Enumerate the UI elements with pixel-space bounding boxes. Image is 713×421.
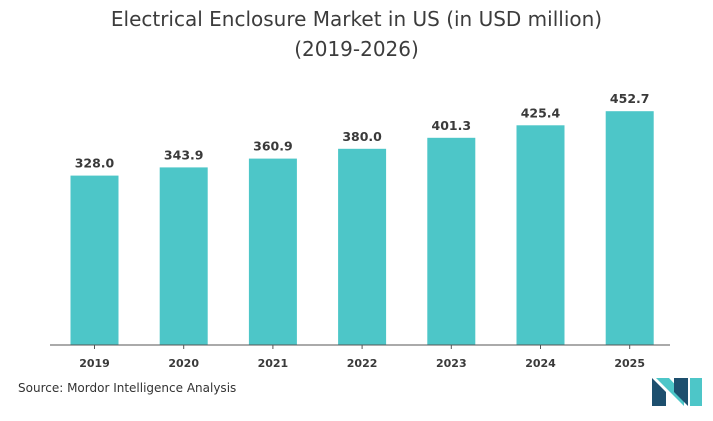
mordor-logo-icon xyxy=(652,378,702,406)
x-tick-label-2022: 2022 xyxy=(347,357,378,370)
source-note: Source: Mordor Intelligence Analysis xyxy=(18,381,237,395)
x-axis-ticks xyxy=(94,345,631,349)
bar-value-label-2025: 452.7 xyxy=(610,91,650,106)
bar-2025 xyxy=(605,111,654,345)
chart-title: Electrical Enclosure Market in US (in US… xyxy=(0,4,713,64)
chart-title-line-1: Electrical Enclosure Market in US (in US… xyxy=(110,7,603,31)
bar-value-label-2023: 401.3 xyxy=(432,118,472,133)
bar-value-label-2024: 425.4 xyxy=(521,105,561,120)
x-tick-label-2025: 2025 xyxy=(614,357,645,370)
bar-value-label-2020: 343.9 xyxy=(164,147,204,162)
bar-2021 xyxy=(248,158,297,345)
bar-2023 xyxy=(427,137,476,345)
bar-value-label-2021: 360.9 xyxy=(253,139,293,154)
x-tick-label-2021: 2021 xyxy=(258,357,289,370)
bars xyxy=(70,111,654,345)
bar-2022 xyxy=(338,148,387,345)
bar-value-label-2019: 328.0 xyxy=(75,156,115,171)
x-tick-label-2024: 2024 xyxy=(525,357,556,370)
bar-2024 xyxy=(516,125,565,345)
bar-2019 xyxy=(70,175,119,345)
x-axis-tick-labels: 2019 2020 2021 2022 2023 2024 2025 xyxy=(79,357,645,370)
logo-right-shape xyxy=(674,378,688,406)
x-tick-label-2019: 2019 xyxy=(79,357,110,370)
bar-value-label-2022: 380.0 xyxy=(342,129,382,144)
x-tick-label-2023: 2023 xyxy=(436,357,467,370)
bar-2020 xyxy=(159,167,208,345)
logo-tail-shape xyxy=(690,378,702,406)
value-labels: 328.0 343.9 360.9 380.0 401.3 425.4 452.7 xyxy=(75,91,650,170)
x-tick-label-2020: 2020 xyxy=(168,357,199,370)
chart-title-line-2: (2019-2026) xyxy=(294,37,419,61)
logo-left-shape xyxy=(652,378,666,406)
logo-mid-shape xyxy=(656,378,684,406)
